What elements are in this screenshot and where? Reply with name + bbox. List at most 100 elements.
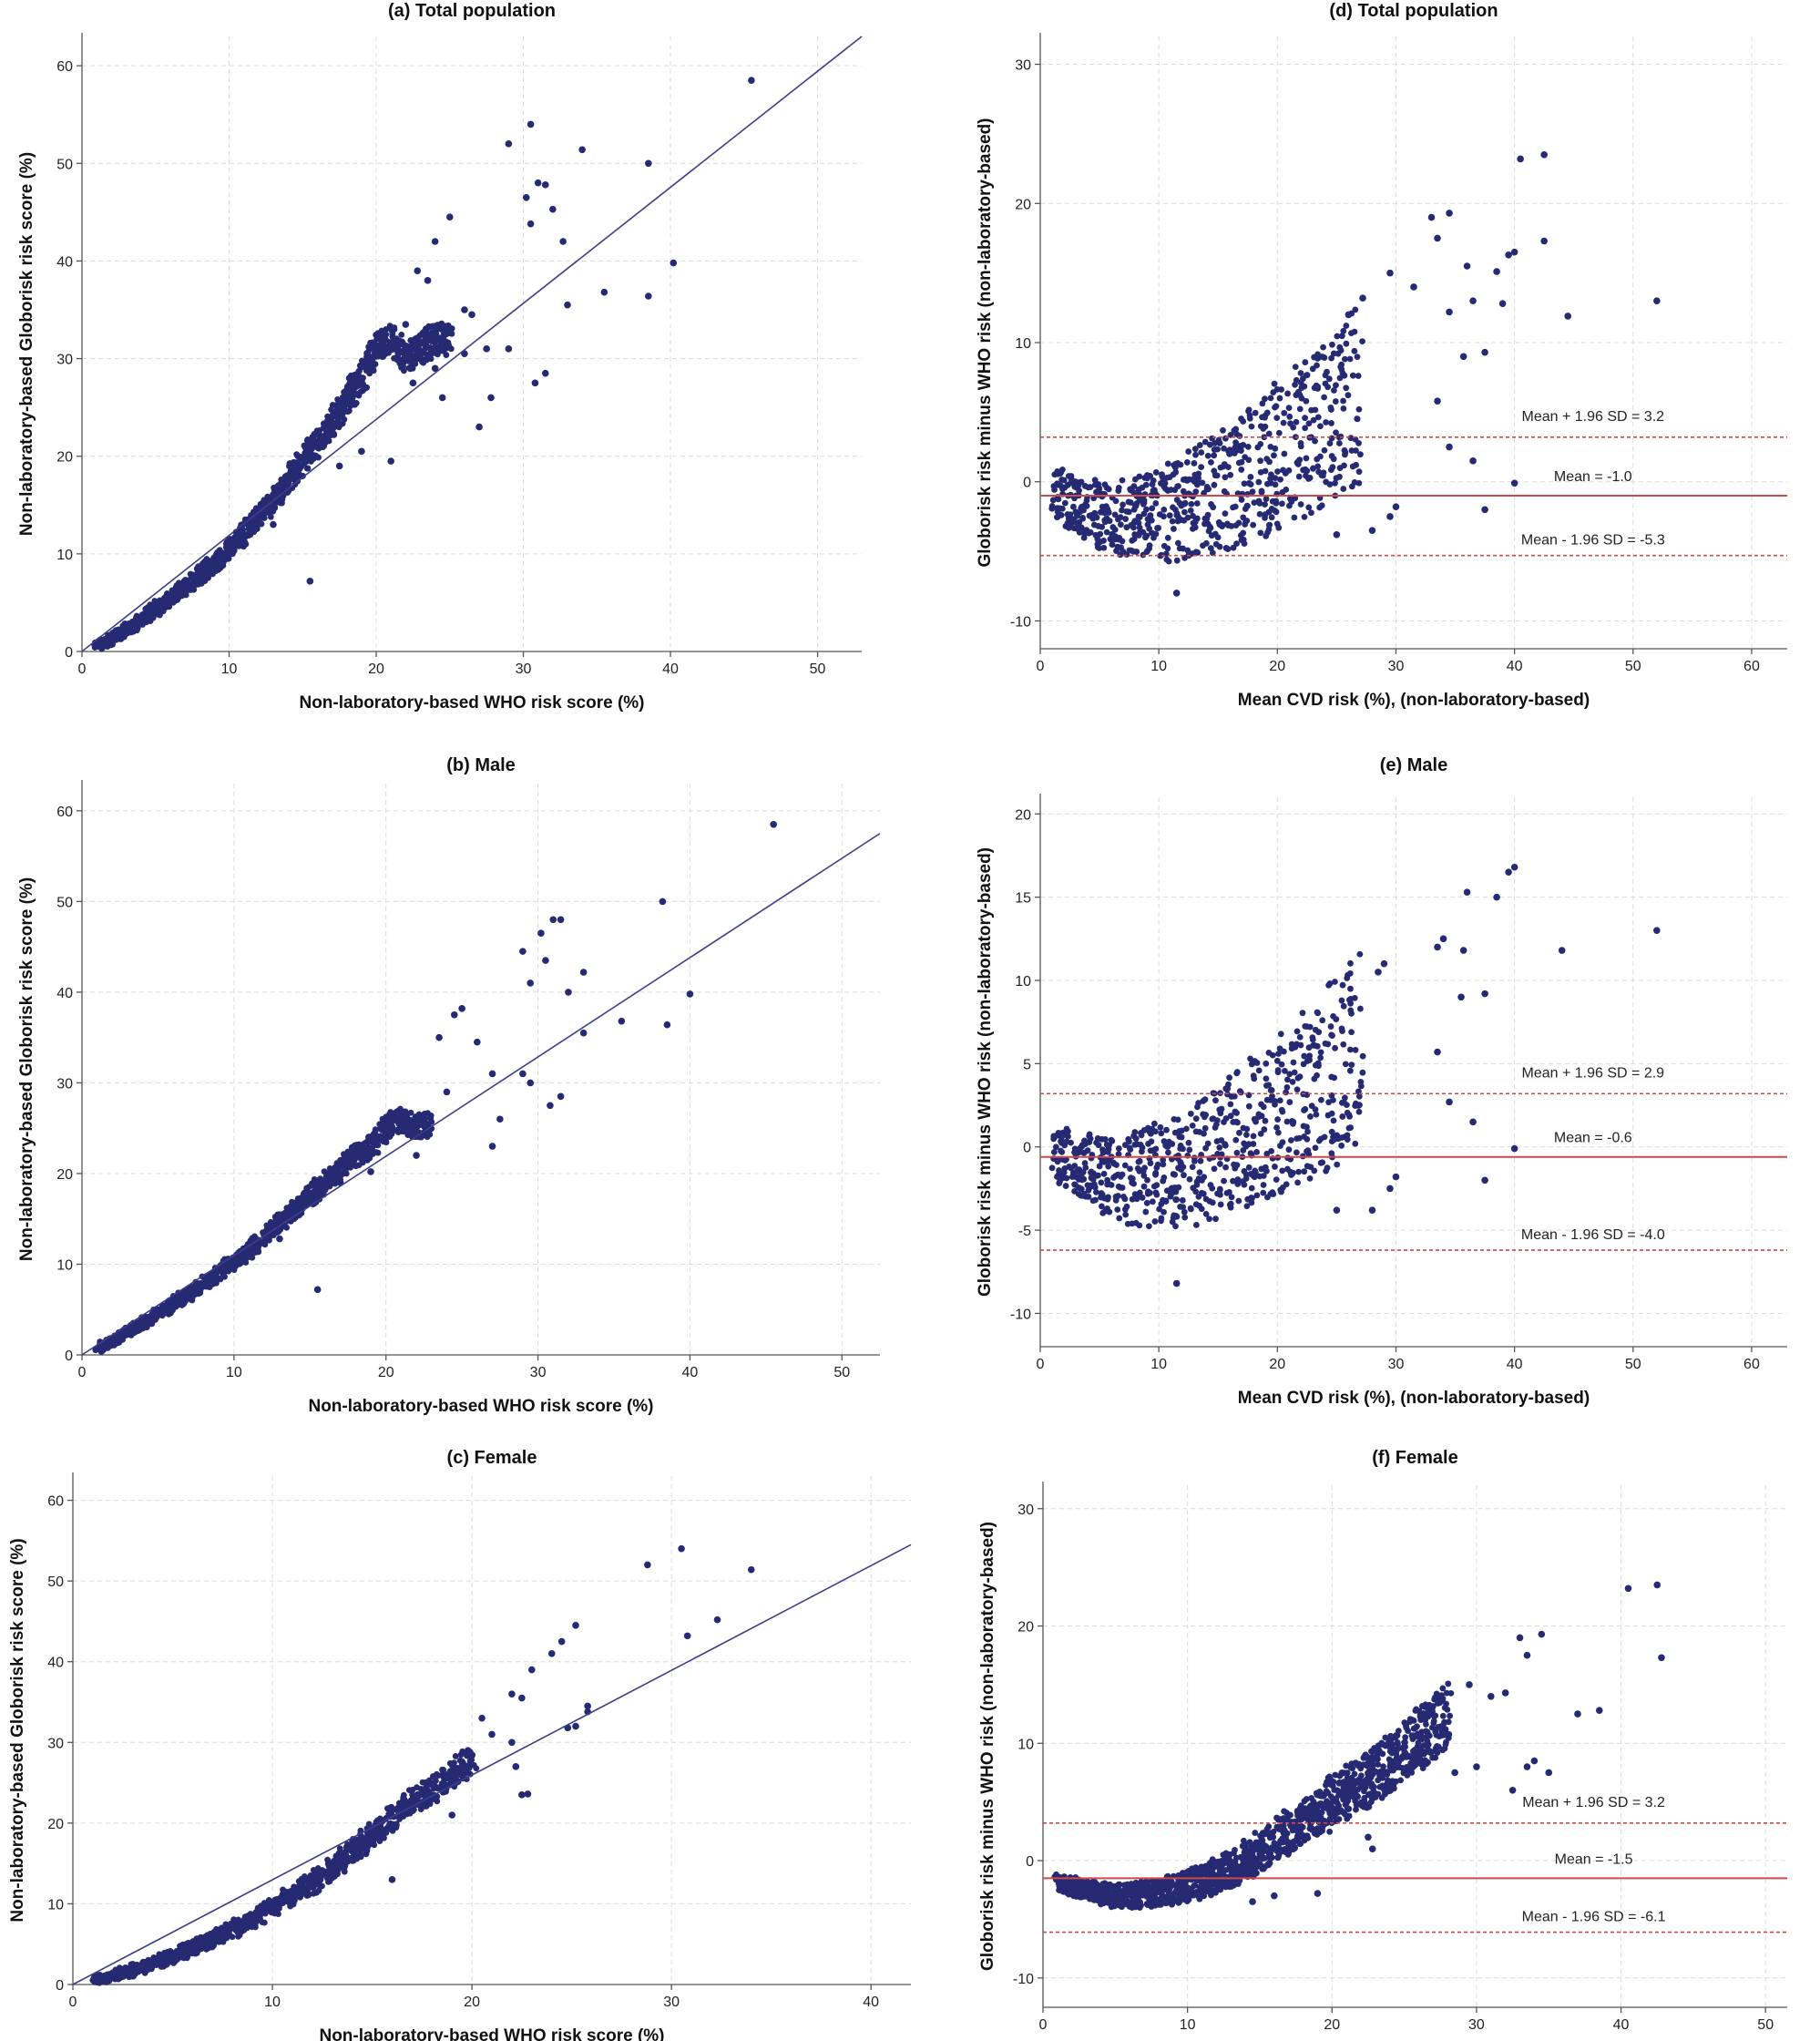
data-point <box>1132 1141 1140 1148</box>
data-point <box>686 990 694 998</box>
data-point <box>1290 1059 1297 1066</box>
data-point <box>1380 959 1388 968</box>
data-point <box>1240 441 1247 448</box>
data-point <box>1345 971 1351 979</box>
data-point <box>1285 467 1293 474</box>
data-point <box>374 333 382 341</box>
data-point <box>414 267 422 274</box>
data-point <box>203 556 210 562</box>
data-point <box>1295 1168 1303 1175</box>
data-point <box>1172 1223 1179 1230</box>
data-point <box>1058 505 1066 512</box>
data-point <box>1204 1140 1212 1147</box>
data-point <box>1115 1151 1122 1158</box>
data-point <box>1266 458 1273 466</box>
data-point <box>1314 1072 1320 1079</box>
data-point <box>1348 447 1355 454</box>
data-point <box>1329 464 1336 471</box>
data-point <box>107 637 115 644</box>
data-point <box>343 396 351 403</box>
data-point <box>287 1903 294 1910</box>
data-point <box>217 1929 224 1936</box>
data-point <box>92 639 98 646</box>
data-point <box>1129 1220 1136 1227</box>
data-point <box>1114 1206 1121 1213</box>
data-point <box>203 1943 210 1950</box>
data-point <box>1257 529 1264 537</box>
data-point <box>158 1964 165 1970</box>
data-point <box>241 538 249 546</box>
data-point <box>1260 1189 1267 1196</box>
data-point <box>1359 1052 1366 1060</box>
data-point <box>1130 506 1138 513</box>
data-point <box>1183 1125 1190 1133</box>
data-point <box>1095 1142 1102 1149</box>
data-point <box>1273 415 1281 421</box>
data-point <box>1165 558 1172 565</box>
data-point <box>1302 425 1309 432</box>
data-point <box>1211 481 1218 488</box>
data-point <box>1279 1108 1286 1115</box>
data-point <box>232 1918 240 1924</box>
data-point <box>374 1149 382 1156</box>
data-point <box>1089 1175 1096 1182</box>
data-point <box>1109 531 1116 538</box>
data-point <box>1303 472 1309 479</box>
data-point <box>167 1299 174 1307</box>
data-point <box>1355 1108 1363 1115</box>
data-point <box>1227 471 1234 478</box>
data-point <box>1081 1149 1088 1156</box>
data-point <box>1143 506 1150 513</box>
data-point <box>1073 1168 1080 1175</box>
data-point <box>433 330 440 337</box>
x-tick-label: 20 <box>464 1995 480 2010</box>
data-point <box>1290 424 1297 431</box>
data-point <box>360 1146 367 1154</box>
data-point <box>1128 522 1135 528</box>
data-point <box>1326 440 1334 446</box>
data-point <box>113 1336 120 1343</box>
data-point <box>312 1190 320 1197</box>
data-point <box>187 570 194 578</box>
data-point <box>1216 521 1223 528</box>
y-axis-label: Globorisk risk minus WHO risk (non-labor… <box>976 118 995 567</box>
data-point <box>1284 1165 1291 1173</box>
data-point <box>1355 439 1362 446</box>
data-point <box>1192 1128 1200 1135</box>
data-point <box>306 578 314 585</box>
data-point <box>179 584 187 590</box>
data-point <box>1221 445 1228 452</box>
data-point <box>112 636 119 643</box>
data-point <box>1171 526 1177 532</box>
data-point <box>1272 404 1278 411</box>
y-tick-label: 0 <box>1023 1141 1031 1156</box>
data-point <box>1291 514 1298 521</box>
upper-limit-annotation: Mean + 1.96 SD = 2.9 <box>1522 1065 1665 1081</box>
data-point <box>1236 1088 1243 1095</box>
data-point <box>322 1186 329 1194</box>
data-point <box>1427 213 1436 221</box>
data-point <box>579 969 588 976</box>
data-point <box>128 622 135 629</box>
data-point <box>163 1961 170 1968</box>
data-point <box>1187 1110 1194 1117</box>
data-point <box>92 1347 99 1354</box>
identity-fit-line <box>81 36 863 652</box>
data-point <box>1171 1129 1179 1136</box>
data-point <box>1174 1116 1181 1123</box>
data-point <box>326 415 333 422</box>
data-point <box>1296 405 1304 413</box>
data-point <box>1348 483 1355 490</box>
data-point <box>141 1964 148 1972</box>
data-point <box>1122 516 1130 522</box>
data-point <box>1238 447 1244 454</box>
data-point <box>183 579 189 586</box>
data-point <box>1138 1148 1145 1155</box>
data-point <box>1192 451 1199 458</box>
data-point <box>1176 1133 1183 1140</box>
data-point <box>1251 499 1258 507</box>
data-point <box>179 589 186 596</box>
identity-fit-line <box>81 833 881 1356</box>
data-point <box>1282 1067 1288 1074</box>
data-point <box>301 442 308 449</box>
